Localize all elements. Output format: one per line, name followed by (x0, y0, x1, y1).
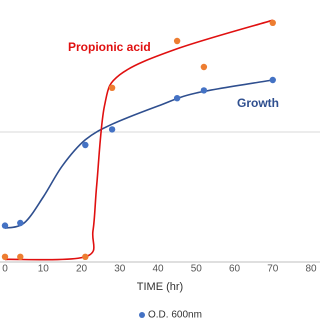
x-tick-label: 40 (152, 264, 164, 275)
x-tick-label: 10 (38, 264, 50, 275)
annotation: Growth (237, 96, 279, 110)
data-point (269, 19, 276, 26)
data-point (82, 253, 89, 260)
data-point (173, 37, 181, 45)
x-tick-label: 60 (229, 264, 241, 275)
legend-marker (139, 312, 145, 318)
fit-curve (4, 19, 273, 261)
data-point (1, 222, 9, 229)
x-tick-label: 50 (191, 264, 203, 275)
x-tick-label: 80 (305, 264, 317, 275)
data-point (82, 141, 89, 149)
data-point (173, 95, 181, 102)
fit-curve (4, 79, 273, 229)
x-tick-label: 30 (114, 264, 126, 275)
data-point (200, 63, 208, 71)
data-point (269, 76, 276, 84)
annotation: Propionic acid (68, 40, 151, 54)
data-point (1, 253, 9, 260)
data-point (17, 253, 24, 260)
data-point (17, 219, 24, 227)
x-axis-label: TIME (hr) (137, 281, 183, 293)
x-tick-label: 70 (267, 264, 279, 275)
legend-label: O.D. 600nm (148, 310, 202, 320)
x-tick-label: 0 (2, 264, 8, 275)
data-point (108, 126, 116, 133)
data-point (108, 84, 116, 92)
x-tick-label: 20 (76, 264, 88, 275)
data-point (200, 87, 208, 94)
